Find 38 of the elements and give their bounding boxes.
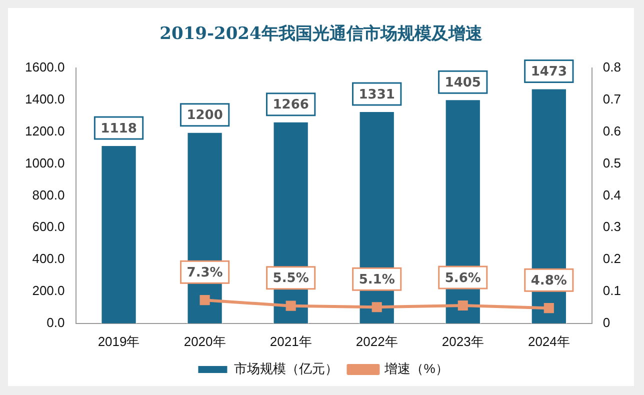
legend-label: 市场规模（亿元） <box>234 361 338 376</box>
y-tick-label: 400.0 <box>32 251 65 266</box>
data-label: 1200 <box>186 108 223 124</box>
y2-tick-label: 0.3 <box>602 219 622 234</box>
x-tick-label: 2023年 <box>442 334 484 349</box>
y2-tick-label: 0.7 <box>602 92 622 107</box>
data-label: 1266 <box>272 98 309 113</box>
data-label: 5.6% <box>444 270 481 286</box>
y-tick-label: 200.0 <box>32 283 65 298</box>
y-tick-label: 0.0 <box>46 314 65 330</box>
data-label: 1118 <box>100 121 137 136</box>
data-label: 1405 <box>444 76 481 90</box>
data-label: 1331 <box>358 87 395 102</box>
data-label: 7.3% <box>186 265 223 280</box>
y2-tick-label: 0 <box>602 314 610 330</box>
x-tick-label: 2021年 <box>270 334 312 349</box>
y-tick-label: 600.0 <box>32 219 65 234</box>
y-tick-label: 1600.0 <box>24 60 65 75</box>
x-tick-label: 2020年 <box>184 334 226 349</box>
y2-tick-label: 0.6 <box>602 123 622 138</box>
chart-title: 2019-2024年我国光通信市场规模及增速 <box>158 23 484 45</box>
y2-tick-label: 0.8 <box>602 60 622 75</box>
y-tick-label: 800.0 <box>32 187 65 202</box>
y-tick-label: 1000.0 <box>24 155 65 170</box>
x-tick-label: 2022年 <box>356 334 398 349</box>
data-label: 4.8% <box>530 273 567 288</box>
y-tick-label: 1200.0 <box>24 123 65 138</box>
y2-tick-label: 0.5 <box>602 155 622 170</box>
x-tick-label: 2024年 <box>528 334 570 349</box>
data-label: 1473 <box>530 64 568 80</box>
x-tick-label: 2019年 <box>98 334 140 349</box>
y2-tick-label: 0.4 <box>602 187 622 202</box>
data-label: 5.5% <box>272 271 309 286</box>
legend-label: 增速（%） <box>384 361 448 376</box>
y-tick-label: 1400.0 <box>24 92 65 107</box>
y2-tick-label: 0.1 <box>602 283 622 298</box>
y2-tick-label: 0.2 <box>602 251 622 266</box>
data-label: 5.1% <box>358 272 395 288</box>
